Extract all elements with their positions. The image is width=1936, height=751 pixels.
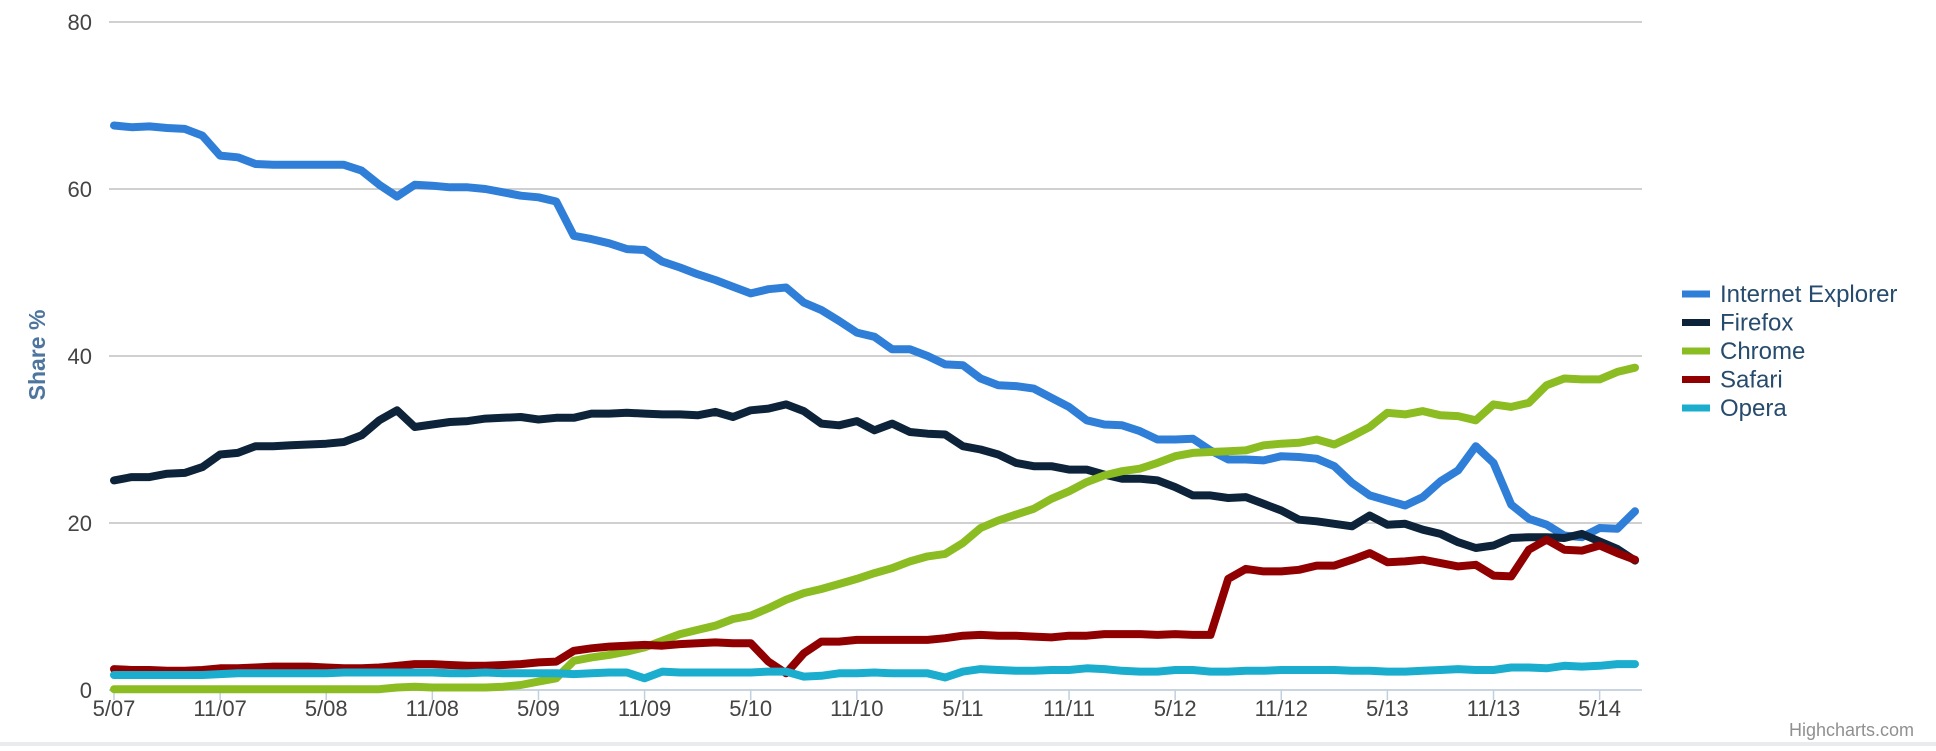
x-tick-label: 5/08 bbox=[305, 696, 348, 721]
x-tick-label: 11/10 bbox=[830, 696, 883, 721]
y-tick-label: 20 bbox=[68, 511, 92, 536]
x-tick-label: 11/11 bbox=[1043, 696, 1095, 721]
x-tick-label: 5/07 bbox=[93, 696, 136, 721]
x-tick-label: 11/09 bbox=[618, 696, 671, 721]
series-line-chrome[interactable] bbox=[110, 363, 1639, 694]
legend-item-opera[interactable]: Opera bbox=[1682, 395, 1787, 422]
axis-layer: 0 20 40 60 80 5/07 11/07 5/08 11/08 5/09 11/09 5/10… bbox=[68, 10, 1642, 721]
y-tick-label: 80 bbox=[68, 10, 92, 35]
y-tick-label: 40 bbox=[68, 344, 92, 369]
x-tick-label: 5/10 bbox=[729, 696, 772, 721]
legend-label: Opera bbox=[1720, 395, 1787, 422]
series-layer bbox=[110, 121, 1639, 694]
legend-label: Chrome bbox=[1720, 338, 1805, 365]
legend: Internet ExplorerFirefoxChromeSafariOper… bbox=[1682, 281, 1897, 422]
x-tick-label: 5/09 bbox=[517, 696, 560, 721]
x-tick-label: 5/12 bbox=[1154, 696, 1197, 721]
x-tick-label: 5/14 bbox=[1578, 696, 1621, 721]
grid-layer bbox=[109, 21, 1642, 691]
legend-item-safari[interactable]: Safari bbox=[1682, 367, 1783, 394]
series-line-opera[interactable] bbox=[110, 660, 1639, 683]
x-tick-label: 11/12 bbox=[1255, 696, 1308, 721]
legend-item-internet-explorer[interactable]: Internet Explorer bbox=[1682, 281, 1897, 308]
legend-label: Internet Explorer bbox=[1720, 281, 1897, 308]
x-tick-label: 11/08 bbox=[406, 696, 459, 721]
x-tick-label: 11/13 bbox=[1467, 696, 1520, 721]
legend-item-firefox[interactable]: Firefox bbox=[1682, 310, 1793, 337]
credits-link[interactable]: Highcharts.com bbox=[1789, 720, 1914, 740]
legend-label: Safari bbox=[1720, 367, 1783, 394]
y-tick-label: 60 bbox=[68, 177, 92, 202]
x-tick-label: 11/07 bbox=[193, 696, 246, 721]
legend-label: Firefox bbox=[1720, 310, 1793, 337]
y-tick-label: 0 bbox=[80, 678, 92, 703]
series-line-safari[interactable] bbox=[110, 535, 1639, 678]
y-axis-title: Share % bbox=[24, 310, 50, 401]
legend-item-chrome[interactable]: Chrome bbox=[1682, 338, 1805, 365]
series-line-firefox[interactable] bbox=[110, 400, 1639, 565]
x-tick-label: 5/11 bbox=[942, 696, 983, 721]
bottom-divider bbox=[0, 742, 1936, 746]
series-line-internet-explorer[interactable] bbox=[110, 121, 1639, 542]
x-tick-label: 5/13 bbox=[1366, 696, 1409, 721]
